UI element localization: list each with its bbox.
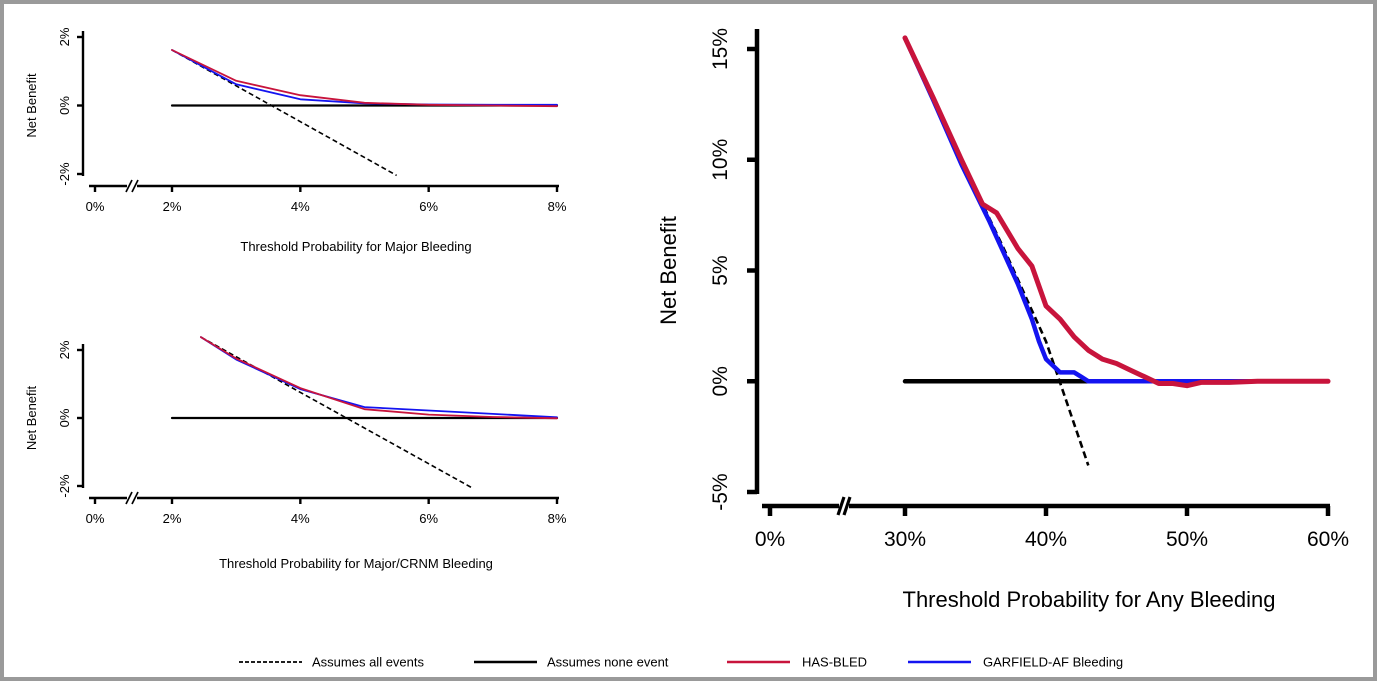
x-tick-label: 0%: [86, 511, 105, 526]
x-axis-break-mark: [842, 496, 852, 516]
x-tick-label: 8%: [548, 199, 567, 214]
x-axis-break-mark: [125, 179, 133, 193]
legend-label-hasbled: HAS-BLED: [802, 655, 867, 670]
series-line-hasbled: [902, 35, 1331, 389]
x-tick-label: 8%: [548, 511, 567, 526]
x-tick-label: 30%: [884, 528, 926, 551]
x-axis-break-mark: [125, 491, 133, 505]
y-tick-label: 0%: [57, 408, 72, 427]
y-axis-title: Net Benefit: [24, 73, 39, 138]
x-tick-label: 60%: [1307, 528, 1349, 551]
x-axis-break-mark: [131, 491, 139, 505]
series-line-garfield: [199, 336, 558, 419]
legend: Assumes all events Assumes none event HAS-…: [239, 655, 1123, 670]
x-axis-title: Threshold Probability for Major Bleeding: [240, 239, 471, 254]
x-tick-label: 2%: [163, 199, 182, 214]
y-axis-title: Net Benefit: [656, 216, 681, 325]
y-axis-title: Net Benefit: [24, 385, 39, 450]
series-line-hasbled: [171, 49, 558, 108]
x-tick-label: 50%: [1166, 528, 1208, 551]
series-line-all: [200, 336, 474, 490]
x-tick-label: 4%: [291, 511, 310, 526]
x-tick-label: 40%: [1025, 528, 1067, 551]
y-tick-label: 5%: [709, 255, 732, 285]
x-tick-label: 6%: [419, 511, 438, 526]
legend-label-none: Assumes none event: [547, 655, 669, 670]
y-tick-label: 10%: [709, 139, 732, 181]
chart-major-crnm-bleeding: -2% 0% 2% 0% 2% 4% 6% 8% Threshold Probability f…: [24, 336, 567, 571]
x-tick-label: 0%: [755, 528, 785, 551]
y-tick-label: 0%: [57, 96, 72, 115]
y-tick-label: 0%: [709, 366, 732, 396]
y-tick-label: 2%: [57, 340, 72, 359]
series-line-garfield: [902, 35, 1260, 384]
y-tick-label: -2%: [57, 474, 72, 498]
x-tick-label: 4%: [291, 199, 310, 214]
x-tick-label: 6%: [419, 199, 438, 214]
y-tick-label: 15%: [709, 28, 732, 70]
series-line-hasbled: [199, 336, 558, 420]
x-axis-title: Threshold Probability for Any Bleeding: [903, 587, 1276, 612]
legend-label-all: Assumes all events: [312, 655, 424, 670]
chart-any-bleeding: -5% 0% 5% 10% 15% 0% 30% 40% 50% 60% Threshold Pro…: [656, 28, 1349, 612]
x-tick-label: 0%: [86, 199, 105, 214]
x-axis-title: Threshold Probability for Major/CRNM Ble…: [219, 556, 493, 571]
legend-label-garfield: GARFIELD-AF Bleeding: [983, 655, 1123, 670]
y-tick-label: -2%: [57, 162, 72, 186]
chart-major-bleeding: -2% 0% 2% 0% 2% 4% 6% 8% Threshold Probability f…: [24, 27, 567, 254]
x-axis-break-mark: [131, 179, 139, 193]
y-tick-label: -5%: [709, 473, 732, 510]
x-axis-break-mark: [836, 496, 846, 516]
y-tick-label: 2%: [57, 27, 72, 46]
x-tick-label: 2%: [163, 511, 182, 526]
